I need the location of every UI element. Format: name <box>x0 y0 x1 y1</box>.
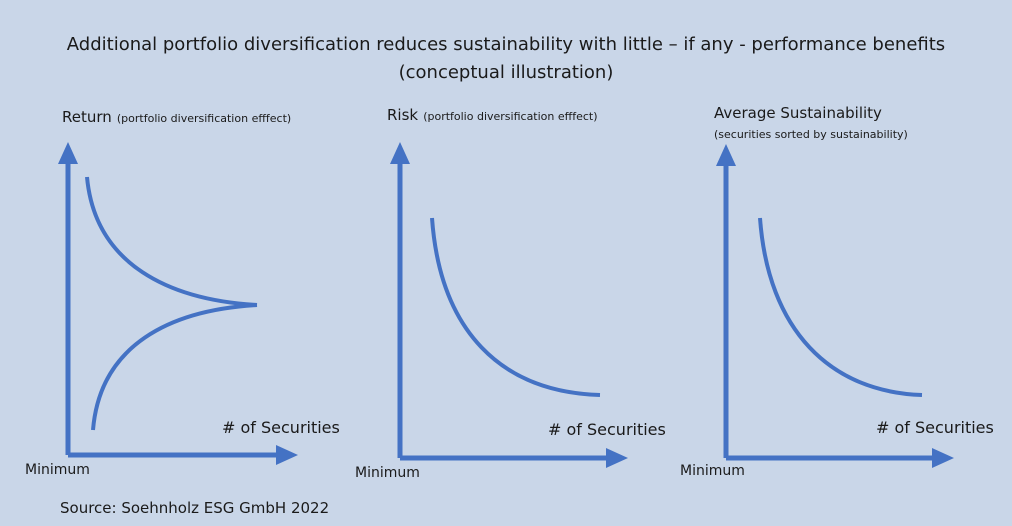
axes <box>397 160 610 461</box>
title-line: (conceptual illustration) <box>399 62 614 83</box>
curve <box>85 176 258 307</box>
source: Source: Soehnholz ESG GmbH 2022 <box>60 499 329 517</box>
panel-title: Risk (portfolio diversification efffect) <box>387 105 598 124</box>
origin-label: Minimum <box>680 463 745 479</box>
origin-label: Minimum <box>355 465 420 481</box>
panel-subtitle: (securities sorted by sustainability) <box>714 128 908 141</box>
panel-title-text: Risk <box>387 106 418 124</box>
arrow-head <box>276 445 298 465</box>
panel-title: Average Sustainability <box>714 104 882 122</box>
arrow-head <box>58 142 78 164</box>
panel-title-text: Return <box>62 108 112 126</box>
curve <box>91 303 258 431</box>
arrow-head <box>932 448 954 468</box>
origin-label: Minimum <box>25 462 90 478</box>
curve <box>758 217 923 397</box>
x-label: # of Securities <box>876 418 994 437</box>
arrow-head <box>390 142 410 164</box>
arrow-head <box>606 448 628 468</box>
x-label: # of Securities <box>548 420 666 439</box>
panel-subtitle: (portfolio diversification efffect) <box>423 110 597 123</box>
curve <box>430 217 601 397</box>
axes <box>723 162 936 461</box>
panel-subtitle: (portfolio diversification efffect) <box>117 112 291 125</box>
axes <box>65 160 280 458</box>
x-label: # of Securities <box>222 418 340 437</box>
panel-title: Return (portfolio diversification efffec… <box>62 107 291 126</box>
title-line: Additional portfolio diversification red… <box>67 34 945 55</box>
arrow-head <box>716 144 736 166</box>
